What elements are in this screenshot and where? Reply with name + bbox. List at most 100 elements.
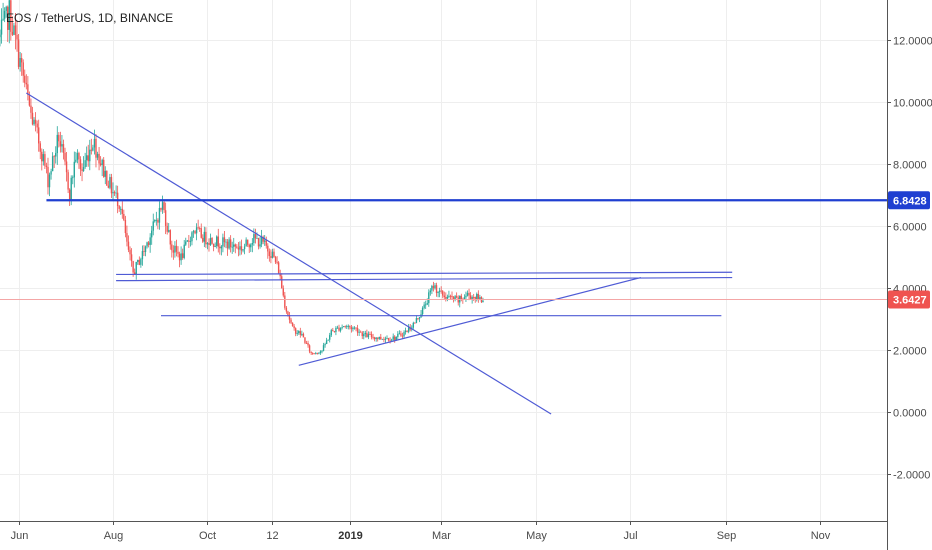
candle[interactable]: [259, 237, 261, 249]
candle[interactable]: [130, 248, 133, 267]
candle[interactable]: [98, 147, 100, 171]
candle[interactable]: [308, 344, 311, 354]
candle[interactable]: [61, 134, 63, 153]
candle[interactable]: [151, 225, 153, 245]
candle[interactable]: [10, 0, 12, 41]
candle[interactable]: [406, 330, 408, 333]
candle[interactable]: [233, 237, 235, 252]
candle[interactable]: [440, 286, 442, 294]
candle[interactable]: [423, 301, 425, 310]
candle[interactable]: [407, 323, 410, 334]
candle[interactable]: [248, 243, 250, 253]
candle[interactable]: [236, 244, 238, 249]
candle[interactable]: [273, 248, 275, 258]
candle[interactable]: [322, 342, 325, 352]
candle[interactable]: [316, 352, 319, 355]
candle[interactable]: [25, 74, 28, 90]
candle[interactable]: [260, 229, 263, 248]
candle[interactable]: [161, 195, 164, 214]
candle[interactable]: [133, 268, 136, 275]
candle[interactable]: [415, 315, 418, 324]
candle[interactable]: [175, 239, 178, 257]
candle[interactable]: [277, 260, 280, 274]
candle[interactable]: [109, 173, 111, 190]
candle[interactable]: [403, 330, 405, 340]
candle[interactable]: [251, 238, 254, 253]
candle[interactable]: [469, 292, 472, 300]
candle[interactable]: [95, 134, 97, 168]
candle[interactable]: [34, 112, 37, 132]
candle[interactable]: [229, 235, 232, 253]
candle[interactable]: [254, 228, 257, 244]
candle[interactable]: [279, 269, 281, 281]
candle[interactable]: [380, 333, 382, 340]
candle[interactable]: [302, 332, 305, 338]
candle[interactable]: [443, 291, 445, 301]
candle[interactable]: [318, 352, 320, 355]
candle[interactable]: [352, 326, 354, 332]
candle[interactable]: [358, 329, 360, 337]
candle[interactable]: [30, 98, 32, 119]
candle[interactable]: [476, 292, 478, 302]
candle[interactable]: [121, 201, 123, 219]
candle[interactable]: [89, 139, 91, 171]
candle[interactable]: [62, 139, 65, 160]
candle[interactable]: [93, 129, 96, 155]
candle[interactable]: [87, 144, 89, 167]
candle[interactable]: [383, 336, 385, 343]
candle[interactable]: [177, 246, 179, 258]
candle[interactable]: [181, 248, 184, 260]
candle[interactable]: [434, 282, 436, 290]
candle[interactable]: [82, 156, 85, 172]
candle[interactable]: [92, 144, 94, 152]
candle[interactable]: [39, 141, 41, 160]
candle[interactable]: [163, 200, 165, 213]
candle[interactable]: [220, 244, 223, 256]
candle[interactable]: [85, 146, 88, 167]
candle[interactable]: [79, 156, 82, 177]
candle[interactable]: [253, 228, 255, 246]
candle[interactable]: [290, 317, 292, 324]
candle[interactable]: [200, 223, 202, 239]
candle[interactable]: [214, 242, 216, 248]
candle[interactable]: [180, 246, 182, 265]
candle[interactable]: [296, 330, 298, 336]
candle[interactable]: [191, 231, 193, 246]
candle[interactable]: [169, 229, 171, 250]
candle[interactable]: [112, 182, 114, 201]
candle[interactable]: [115, 185, 117, 199]
candle[interactable]: [78, 151, 80, 169]
candle[interactable]: [465, 291, 467, 302]
candle[interactable]: [355, 327, 357, 332]
candle[interactable]: [335, 326, 337, 336]
candle[interactable]: [76, 149, 79, 164]
candle[interactable]: [198, 226, 201, 232]
candle[interactable]: [373, 336, 376, 342]
candle[interactable]: [240, 239, 243, 255]
candle[interactable]: [268, 248, 271, 262]
candle[interactable]: [14, 13, 17, 50]
candle[interactable]: [282, 285, 284, 298]
candle[interactable]: [299, 327, 302, 338]
candle[interactable]: [223, 231, 226, 248]
candle[interactable]: [160, 207, 162, 212]
candle[interactable]: [466, 290, 469, 297]
candle[interactable]: [141, 245, 144, 266]
candle[interactable]: [347, 324, 349, 330]
candle[interactable]: [143, 245, 145, 256]
candle[interactable]: [157, 218, 159, 230]
candle[interactable]: [72, 175, 74, 185]
candle[interactable]: [17, 34, 20, 70]
candle[interactable]: [96, 151, 99, 161]
candle[interactable]: [242, 249, 244, 253]
candle[interactable]: [271, 248, 274, 259]
candle[interactable]: [398, 330, 401, 335]
candle[interactable]: [288, 311, 291, 324]
candle[interactable]: [59, 131, 62, 153]
candle[interactable]: [392, 333, 394, 342]
candle[interactable]: [205, 227, 207, 248]
candle[interactable]: [67, 169, 69, 194]
candle[interactable]: [284, 291, 286, 310]
candle[interactable]: [147, 241, 150, 248]
candle[interactable]: [24, 69, 26, 88]
